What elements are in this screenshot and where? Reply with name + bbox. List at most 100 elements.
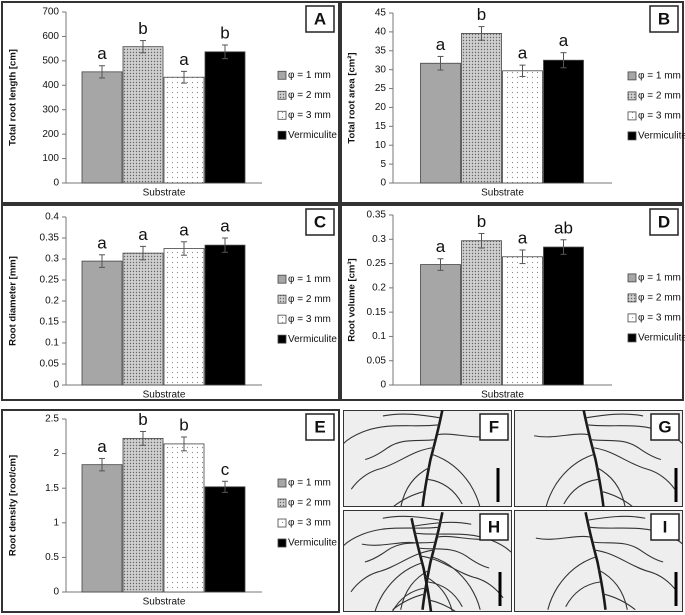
error-bar	[560, 239, 567, 255]
y-tick-label: 0.35	[40, 233, 60, 244]
y-tick-label: 0.05	[367, 355, 387, 366]
chart-panel: 0 5 10 15 20 25 30 35 40 45 Total root area [cm²] S…	[340, 1, 685, 204]
legend-label: φ = 2 mm	[638, 293, 681, 304]
significance-letter: b	[138, 410, 147, 429]
y-tick-label: 2	[53, 448, 59, 459]
legend-label: φ = 1 mm	[638, 71, 681, 82]
bar	[163, 248, 205, 386]
significance-letter: a	[559, 31, 569, 50]
error-bar	[478, 26, 485, 41]
y-axis-label: Total root length [cm]	[8, 49, 19, 146]
legend-label: Vermiculite	[638, 333, 685, 344]
panel-frame	[1, 409, 340, 613]
y-tick-label: 0	[380, 178, 386, 189]
y-tick-label: 10	[375, 140, 387, 151]
legend-label: φ = 1 mm	[288, 478, 331, 489]
legend-swatch	[277, 334, 287, 344]
y-tick-label: 0.3	[372, 234, 386, 245]
panel-letter: D	[658, 212, 670, 231]
x-tick-label: Substrate	[143, 390, 186, 401]
legend-label: Vermiculite	[288, 334, 337, 345]
y-tick-label: 0.15	[367, 307, 387, 318]
error-bar	[222, 480, 228, 493]
legend-label: φ = 2 mm	[288, 498, 331, 509]
error-bar	[140, 245, 146, 261]
y-tick-label: 0.4	[45, 212, 59, 223]
legend-swatch	[277, 314, 287, 324]
significance-letter: b	[179, 415, 188, 434]
y-tick-label: 0.05	[40, 359, 60, 370]
y-tick-label: 0.2	[372, 282, 386, 293]
y-tick-label: 100	[42, 153, 59, 164]
error-bar	[437, 258, 444, 271]
x-tick-label: Substrate	[481, 390, 524, 401]
bar	[502, 256, 543, 386]
legend-swatch	[627, 293, 637, 303]
bar	[461, 240, 502, 386]
x-tick-label: Substrate	[143, 597, 186, 608]
panel-frame	[1, 1, 340, 204]
error-bar	[140, 430, 146, 446]
bar	[122, 437, 164, 593]
y-axis-label: Root density [root/cm]	[8, 455, 19, 556]
panel-letter: C	[314, 212, 326, 231]
legend-label: φ = 1 mm	[638, 273, 681, 284]
y-tick-label: 400	[42, 80, 59, 91]
y-tick-label: 0.25	[367, 258, 387, 269]
error-bar	[99, 65, 105, 79]
legend-swatch	[277, 110, 287, 120]
bar	[420, 62, 461, 184]
bar	[81, 260, 123, 386]
bar	[204, 244, 246, 386]
y-tick-label: 0.5	[45, 552, 59, 563]
legend-swatch	[277, 70, 287, 80]
error-bar	[222, 237, 228, 253]
y-tick-label: 35	[375, 45, 387, 56]
significance-letter: a	[436, 35, 446, 54]
legend-swatch	[627, 111, 637, 121]
legend-swatch	[277, 518, 287, 528]
error-bar	[222, 44, 228, 60]
panel-letter: I	[663, 517, 668, 536]
error-bar	[437, 55, 444, 71]
significance-letter: a	[220, 216, 230, 235]
legend-label: φ = 2 mm	[288, 90, 331, 101]
significance-letter: b	[477, 5, 486, 24]
y-tick-label: 0	[53, 380, 59, 391]
y-tick-label: 5	[380, 159, 386, 170]
bar	[163, 443, 205, 593]
legend-label: Vermiculite	[288, 538, 337, 549]
y-tick-label: 40	[375, 27, 387, 38]
y-tick-label: 30	[375, 64, 387, 75]
y-tick-label: 0	[53, 587, 59, 598]
chart-panel: 0 100 200 300 400 500 600 700 Total root length …	[1, 1, 340, 204]
y-tick-label: 45	[375, 8, 387, 19]
legend-label: φ = 2 mm	[288, 294, 331, 305]
significance-letter: a	[97, 44, 107, 63]
bar	[420, 264, 461, 386]
bar	[122, 252, 164, 386]
significance-letter: a	[97, 437, 107, 456]
significance-letter: a	[97, 233, 107, 252]
y-tick-label: 0.1	[372, 331, 386, 342]
error-bar	[99, 457, 105, 472]
y-tick-label: 300	[42, 104, 59, 115]
legend-label: φ = 3 mm	[638, 111, 681, 122]
bar	[204, 486, 246, 593]
bar	[543, 59, 584, 184]
legend-label: φ = 3 mm	[288, 518, 331, 529]
error-bar	[181, 241, 187, 256]
significance-letter: a	[179, 50, 189, 69]
y-tick-label: 0.3	[45, 254, 59, 265]
significance-letter: c	[221, 460, 230, 479]
bar	[81, 71, 123, 184]
significance-letter: ab	[554, 218, 573, 237]
significance-letter: b	[477, 212, 486, 231]
panel-letter: B	[658, 9, 670, 28]
panel-letter: G	[658, 417, 671, 436]
y-tick-label: 600	[42, 31, 59, 42]
y-axis-label: Total root area [cm²]	[347, 52, 358, 143]
letter-box	[305, 413, 335, 441]
error-bar	[478, 232, 485, 249]
